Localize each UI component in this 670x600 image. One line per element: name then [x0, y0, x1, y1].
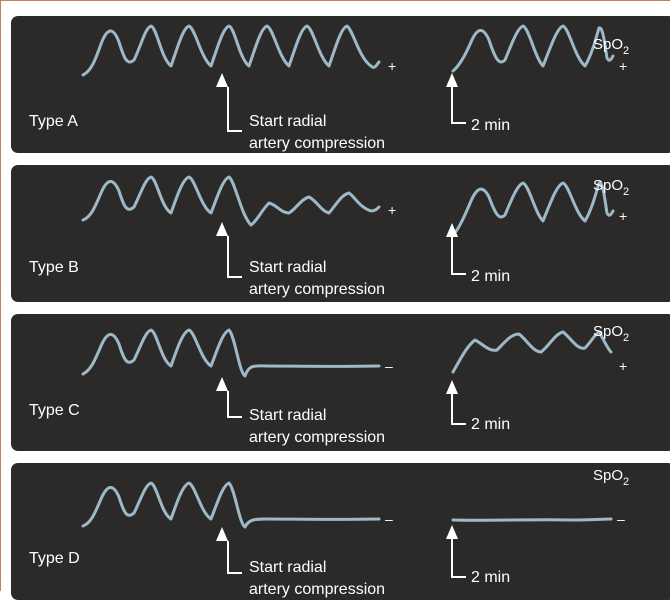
waveform-before-compression: [81, 481, 381, 529]
spo2-base: SpO: [593, 467, 623, 484]
type-label: Type B: [29, 259, 79, 276]
compression-start-marker: [216, 73, 242, 132]
waveform-after-2-min: [451, 517, 613, 522]
time-label: 2 min: [471, 569, 510, 586]
caption-line-2: artery compression: [249, 429, 385, 446]
sign-after: –: [617, 511, 625, 527]
sign-after: +: [619, 358, 627, 374]
panel-type-b-drawing: Type B Start radial artery compression 2…: [29, 175, 629, 298]
two-minute-marker: [446, 380, 466, 425]
caption-line-2: artery compression: [249, 581, 385, 598]
sign-before: +: [388, 58, 396, 74]
spo2-subscript: 2: [623, 186, 629, 198]
compression-start-bracket: [227, 87, 242, 132]
sign-before: –: [385, 358, 393, 374]
two-minute-arrowhead: [446, 223, 458, 237]
spo2-label: SpO2: [593, 36, 629, 57]
two-minute-marker: [446, 525, 466, 578]
spo2-base: SpO: [593, 36, 623, 53]
waveform-after-2-min: [451, 24, 615, 73]
type-label: Type D: [29, 550, 80, 567]
panel-type-d: Type D Start radial artery compression 2…: [11, 463, 670, 600]
spo2-base: SpO: [593, 177, 623, 194]
compression-start-marker: [216, 222, 242, 278]
compression-start-bracket: [227, 236, 242, 278]
two-minute-arrowhead: [446, 525, 458, 539]
two-minute-bracket: [451, 394, 466, 425]
type-label: Type A: [29, 113, 78, 130]
sign-before: +: [388, 202, 396, 218]
caption-line-2: artery compression: [249, 281, 385, 298]
waveform-after-2-min: [451, 181, 615, 237]
compression-start-arrowhead: [216, 527, 228, 541]
panel-type-a-drawing: Type A Start radial artery compression 2…: [29, 24, 629, 152]
two-minute-bracket: [451, 539, 466, 578]
spo2-subscript: 2: [623, 332, 629, 344]
caption-line-1: Start radial: [249, 113, 326, 130]
caption-line-1: Start radial: [249, 407, 326, 424]
compression-start-marker: [216, 377, 242, 418]
two-minute-marker: [446, 73, 466, 124]
caption-line-2: artery compression: [249, 135, 385, 152]
time-label: 2 min: [471, 268, 510, 285]
spo2-subscript: 2: [623, 476, 629, 488]
sign-before: –: [385, 511, 393, 527]
compression-start-arrowhead: [216, 377, 228, 391]
waveform-before-compression: [81, 328, 381, 378]
panel-type-d-drawing: Type D Start radial artery compression 2…: [29, 467, 629, 598]
compression-start-arrowhead: [216, 222, 228, 236]
waveform-after-2-min: [451, 330, 613, 374]
sign-after: +: [619, 58, 627, 74]
panel-type-a: Type A Start radial artery compression 2…: [11, 16, 670, 153]
waveform-before-compression: [81, 24, 381, 77]
time-label: 2 min: [471, 117, 510, 134]
type-label: Type C: [29, 402, 80, 419]
two-minute-marker: [446, 223, 466, 275]
spo2-label: SpO2: [593, 177, 629, 198]
caption-line-1: Start radial: [249, 559, 326, 576]
spo2-base: SpO: [593, 323, 623, 340]
spo2-label: SpO2: [593, 323, 629, 344]
sign-after: +: [619, 208, 627, 224]
compression-start-marker: [216, 527, 242, 574]
compression-start-bracket: [227, 391, 242, 418]
panel-type-c: Type C Start radial artery compression 2…: [11, 314, 670, 451]
time-label: 2 min: [471, 416, 510, 433]
spo2-label: SpO2: [593, 467, 629, 488]
compression-start-bracket: [227, 541, 242, 574]
panel-type-b: Type B Start radial artery compression 2…: [11, 165, 670, 302]
two-minute-bracket: [451, 87, 466, 124]
compression-start-arrowhead: [216, 73, 228, 87]
caption-line-1: Start radial: [249, 259, 326, 276]
two-minute-arrowhead: [446, 380, 458, 394]
waveform-before-compression: [81, 175, 381, 227]
spo2-subscript: 2: [623, 45, 629, 57]
two-minute-arrowhead: [446, 73, 458, 87]
panel-type-c-drawing: Type C Start radial artery compression 2…: [29, 323, 629, 446]
two-minute-bracket: [451, 237, 466, 275]
